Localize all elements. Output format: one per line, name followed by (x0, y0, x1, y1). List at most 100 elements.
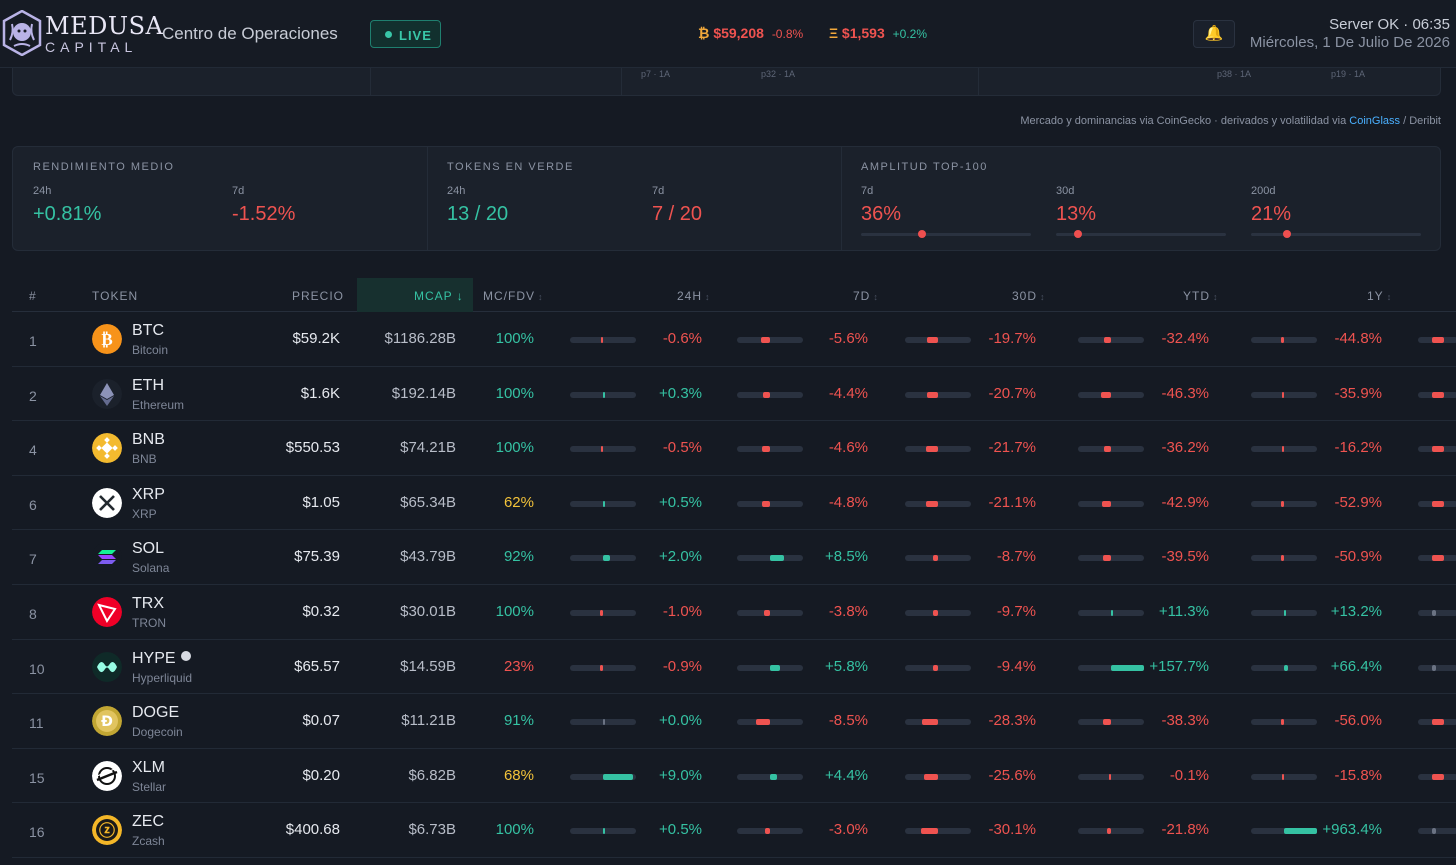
col-ytd[interactable]: YTD ↕ (1183, 289, 1219, 303)
token-y1-change: -35.9% (1334, 384, 1382, 402)
token-price: $75.39 (294, 548, 340, 566)
col-24h[interactable]: 24H ↕ (677, 289, 711, 303)
col-mcap[interactable]: MCAP ↓ (414, 289, 464, 303)
table-row[interactable]: 4 BNB BNB $550.53 $74.21B 100% -0.5% -4.6% -21.7… (12, 421, 1456, 476)
d30-bar (905, 828, 971, 835)
sort-icon: ↕ (705, 292, 711, 302)
token-symbol[interactable]: BTC (132, 322, 164, 340)
token-h24-change: -0.9% (662, 657, 702, 675)
h24-bar (570, 773, 636, 780)
d30-bar-fill (926, 446, 938, 453)
token-d7-change: -4.4% (828, 384, 868, 402)
col-ytd-label: YTD (1183, 289, 1210, 303)
notifications-bell-icon[interactable]: 🔔 (1193, 20, 1235, 48)
table-row[interactable]: 7 SOL Solana $75.39 $43.79B 92% +2.0% +8.5% -8.7… (12, 530, 1456, 585)
y1-bar (1251, 719, 1317, 726)
d7-bar (737, 773, 803, 780)
eth-ticker-price: $1,593 (841, 25, 885, 41)
col-1y[interactable]: 1Y ↕ (1367, 289, 1392, 303)
stats-panel: RENDIMIENTO MEDIO 24h +0.81% 7d -1.52% T… (12, 146, 1441, 251)
col-7d[interactable]: 7D ↕ (853, 289, 879, 303)
sort-icon: ↕ (873, 292, 879, 302)
d7-bar-fill (770, 555, 785, 562)
y1-bar (1251, 609, 1317, 616)
d30-bar-fill (926, 391, 938, 398)
token-ytd-change: -38.3% (1161, 712, 1209, 730)
d7-bar (737, 500, 803, 507)
table-row[interactable]: 16 ⓩ ZEC Zcash $400.68 $6.73B 100% +0.5% -3.0% -3… (12, 803, 1456, 858)
coinglass-link[interactable]: CoinGlass (1349, 115, 1401, 127)
token-symbol[interactable]: DOGE (132, 704, 179, 722)
divider (621, 68, 622, 96)
h24-bar-fill (603, 500, 605, 507)
live-badge[interactable]: LIVE (370, 20, 441, 48)
token-symbol[interactable]: BNB (132, 431, 165, 449)
token-mcfdv: 100% (495, 330, 534, 347)
row-rank: 4 (29, 442, 37, 459)
token-symbol-text: ZEC (132, 813, 164, 831)
table-row[interactable]: 8 TRX TRON $0.32 $30.01B 100% -1.0% -3.8% -9.7% +… (12, 585, 1456, 640)
token-name: Zcash (132, 834, 165, 849)
d7-bar-fill (762, 391, 770, 398)
token-price: $65.57 (294, 657, 340, 675)
amplitud-30d-label: 30d (1056, 185, 1075, 197)
token-symbol-text: HYPE (132, 649, 176, 667)
token-symbol[interactable]: TRX (132, 595, 164, 613)
y1-bar-fill (1284, 609, 1286, 616)
rendimiento-7d-label: 7d (232, 185, 245, 197)
col-mcap-label: MCAP (414, 289, 453, 303)
next-col-bar-fill (1432, 719, 1444, 726)
d30-bar-fill (926, 500, 938, 507)
amplitud-200d-label: 200d (1251, 185, 1276, 197)
token-name: Dogecoin (132, 725, 183, 740)
brand-sub: CAPITAL (45, 39, 138, 55)
col-rank: # (29, 289, 37, 303)
col-mcfdv[interactable]: MC/FDV ↕ (483, 289, 544, 303)
col-price[interactable]: PRECIO (292, 289, 347, 303)
d7-bar-fill (755, 719, 770, 726)
next-col-bar-fill (1432, 773, 1444, 780)
token-d7-change: +5.8% (825, 657, 868, 675)
ytd-bar-fill (1111, 609, 1114, 616)
token-symbol[interactable]: HYPE (132, 650, 191, 668)
amplitud-7d-marker (918, 230, 927, 238)
token-mcap: $30.01B (400, 602, 456, 620)
h24-bar (570, 500, 636, 507)
token-symbol[interactable]: ZEC (132, 813, 164, 831)
col-30d[interactable]: 30D ↕ (1012, 289, 1046, 303)
col-token[interactable]: TOKEN (92, 289, 139, 303)
table-row[interactable]: 1 ₿ BTC Bitcoin $59.2K $1186.28B 100% -0.6% -5.6… (12, 312, 1456, 367)
divider (841, 147, 842, 250)
data-source-note: Mercado y dominancias via CoinGecko · de… (1020, 115, 1441, 127)
hyperliquid-icon (92, 651, 122, 682)
y1-bar-fill (1280, 555, 1284, 562)
table-row[interactable]: 10 HYPE Hyperliquid $65.57 $14.59B 23% -0.9% +5… (12, 640, 1456, 695)
token-h24-change: -1.0% (662, 602, 702, 620)
d30-bar (905, 719, 971, 726)
token-mcfdv: 100% (495, 384, 534, 402)
token-symbol[interactable]: XRP (132, 486, 165, 504)
d30-bar (905, 391, 971, 398)
xrp-icon (92, 487, 122, 518)
token-d30-change: -9.7% (996, 602, 1036, 620)
svg-text:ⓩ: ⓩ (99, 821, 115, 840)
table-row[interactable]: 6 XRP XRP $1.05 $65.34B 62% +0.5% -4.8% -21.1% -4… (12, 476, 1456, 531)
token-d30-change: -21.7% (988, 439, 1036, 457)
table-row[interactable]: 2 ETH Ethereum $1.6K $192.14B 100% +0.3% -4.4% -… (12, 367, 1456, 422)
token-symbol[interactable]: SOL (132, 540, 164, 558)
table-row[interactable]: 15 XLM Stellar $0.20 $6.82B 68% +9.0% +4.4% -25.… (12, 749, 1456, 804)
next-col-bar (1418, 500, 1456, 507)
table-row[interactable]: 11 Ð DOGE Dogecoin $0.07 $11.21B 91% +0.0% -8.5%… (12, 694, 1456, 749)
ytd-bar-fill (1103, 446, 1111, 453)
next-col-bar (1418, 719, 1456, 726)
token-mcap: $1186.28B (384, 330, 456, 347)
rendimiento-24h-value: +0.81% (33, 203, 102, 225)
amplitud-label: AMPLITUD TOP-100 (861, 161, 988, 173)
token-h24-change: +0.5% (659, 821, 702, 839)
token-y1-change: -50.9% (1334, 548, 1382, 566)
token-symbol[interactable]: ETH (132, 377, 164, 395)
token-symbol[interactable]: XLM (132, 759, 165, 777)
server-status: Server OK · 06:35 Miércoles, 1 De Julio … (1250, 16, 1450, 52)
d30-bar-fill (923, 773, 938, 780)
token-name: Hyperliquid (132, 670, 193, 685)
